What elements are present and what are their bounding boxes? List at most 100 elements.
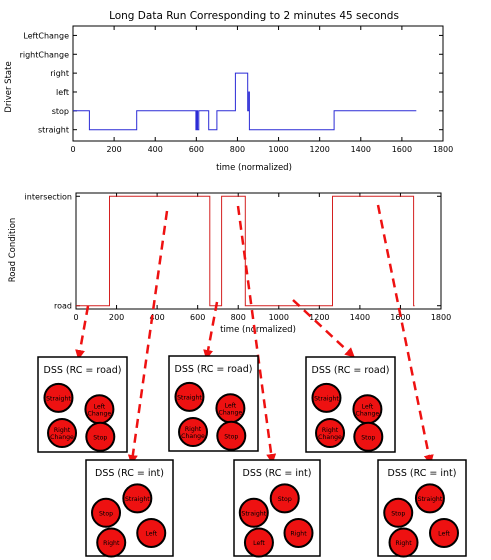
state-circle-label: Left [145, 530, 157, 537]
chart2-xlabel: time (normalized) [220, 325, 296, 335]
dss-box-road-1: DSS (RC = road) Straight Left Change Right Ch… [37, 356, 128, 453]
state-circle-label: Stop [361, 434, 375, 441]
state-circle [315, 418, 346, 448]
state-circle [414, 483, 445, 514]
chart2-xtick-label: 1400 [350, 313, 370, 322]
chart2-xtick-label: 1800 [431, 313, 451, 322]
arrow-int-2 [236, 205, 277, 464]
dss-box-title: DSS (RC = road) [44, 365, 122, 376]
chart2-xtick-label: 1600 [390, 313, 410, 322]
dss-box-int-1: DSS (RC = int) Stop Straight Right Left [85, 459, 174, 558]
chart1-ytick-label: rightChange [20, 50, 70, 59]
state-circle [388, 527, 419, 558]
dss-boxes: DSS (RC = road) Straight Left Change Right Ch… [37, 355, 467, 558]
chart1-xtick-label: 1600 [392, 145, 412, 154]
state-circle [96, 527, 127, 558]
chart1-xtick-label: 1800 [433, 145, 453, 154]
state-circle [429, 517, 459, 548]
chart2-xtick-label: 600 [190, 313, 205, 322]
chart1-plot-area: 0 200 400 600 800 1000 1200 1400 1600 1800 straigh… [20, 25, 453, 154]
state-circle [283, 517, 314, 548]
dss-box-int-2: DSS (RC = int) Straight Stop Left Right [233, 459, 321, 558]
chart2-ytick-label: road [54, 302, 72, 311]
state-circle-label: Stop [99, 510, 113, 517]
chart1-ylabel: Driver State [4, 61, 14, 112]
arrow-int-3 [376, 204, 434, 465]
chart2-ytick-label: intersection [25, 192, 72, 201]
dss-box-title: DSS (RC = int) [388, 468, 457, 479]
state-circle [122, 483, 153, 514]
state-circle-label: Stop [224, 433, 238, 440]
chart1-xlabel: time (normalized) [216, 163, 292, 173]
state-circle-label: Straight [241, 510, 266, 517]
chart1-ytick-label: straight [38, 126, 69, 135]
chart1-xtick-label: 800 [230, 145, 245, 154]
driver-state-chart: Long Data Run Corresponding to 2 minutes… [4, 10, 453, 173]
dss-box-road-3: DSS (RC = road) Straight Left Change Right Ch… [305, 356, 396, 453]
state-circle [91, 497, 122, 528]
state-circle-label: Right [103, 540, 120, 547]
state-circle-label: Left [438, 530, 450, 537]
chart2-xtick-label: 0 [73, 313, 78, 322]
state-circle [216, 420, 247, 451]
road-condition-chart: 0 200 400 600 800 1000 1200 1400 1600 1800 road int… [8, 192, 451, 335]
arrows [75, 204, 434, 465]
dss-box-title: DSS (RC = int) [95, 468, 164, 479]
dss-box-title: DSS (RC = int) [243, 468, 312, 479]
state-circle [353, 421, 384, 452]
state-circle-label: Stop [391, 510, 405, 517]
chart1-ytick-label: LeftChange [23, 31, 69, 40]
chart2-xtick-label: 800 [231, 313, 246, 322]
state-circle-label: Left Change [356, 403, 380, 417]
chart1-title: Long Data Run Corresponding to 2 minutes… [109, 10, 399, 22]
chart1-ytick-label: left [56, 88, 69, 97]
state-circle [43, 382, 74, 413]
chart1-ytick-label: stop [52, 107, 69, 116]
chart1-xtick-label: 200 [106, 145, 121, 154]
state-circle-label: Right Change [50, 427, 74, 441]
arrow-road-2 [203, 301, 219, 360]
chart1-xtick-label: 1000 [268, 145, 288, 154]
state-circle [383, 497, 414, 528]
state-circle-label: Left Change [219, 402, 243, 416]
chart1-ytick-label: right [50, 69, 69, 78]
state-circle-label: Straight [418, 496, 443, 503]
state-circle [85, 421, 116, 452]
state-circle-label: Stop [278, 496, 292, 503]
dss-box-title: DSS (RC = road) [175, 364, 253, 375]
arrow-road-1 [75, 305, 90, 360]
dss-box-road-2: DSS (RC = road) Straight Left Change Right Ch… [168, 355, 259, 452]
dss-box-title: DSS (RC = road) [312, 365, 390, 376]
state-circle [269, 483, 300, 514]
chart1-xtick-label: 0 [70, 145, 75, 154]
state-circle-label: Right Change [181, 426, 205, 440]
state-circle-label: Right [395, 540, 412, 547]
state-circle [136, 517, 167, 548]
chart2-xtick-label: 1000 [269, 313, 289, 322]
chart2-xtick-label: 400 [149, 313, 164, 322]
state-circle-label: Right [290, 530, 307, 537]
chart1-axes-frame [72, 25, 444, 142]
chart1-xtick-label: 1400 [351, 145, 371, 154]
state-circle [311, 382, 342, 413]
chart1-xtick-label: 1200 [309, 145, 329, 154]
state-circle-label: Straight [46, 395, 71, 402]
chart1-xtick-label: 600 [189, 145, 204, 154]
state-circle [174, 381, 205, 412]
state-circle [178, 417, 209, 447]
chart2-xtick-label: 1200 [309, 313, 329, 322]
chart2-axes-frame [75, 192, 442, 310]
chart2-plot-area: 0 200 400 600 800 1000 1200 1400 1600 1800 road int… [25, 192, 452, 322]
arrow-int-1 [127, 210, 169, 465]
state-circle-label: Straight [177, 394, 202, 401]
state-circle-label: Right Change [318, 427, 342, 441]
chart2-xtick-label: 200 [109, 313, 124, 322]
chart1-xtick-label: 400 [148, 145, 163, 154]
state-circle [47, 418, 78, 448]
state-circle-label: Left Change [88, 403, 112, 417]
state-circle [238, 497, 269, 528]
state-circle-label: Stop [93, 434, 107, 441]
chart2-series-line [76, 195, 415, 307]
chart1-series-line [73, 72, 417, 131]
